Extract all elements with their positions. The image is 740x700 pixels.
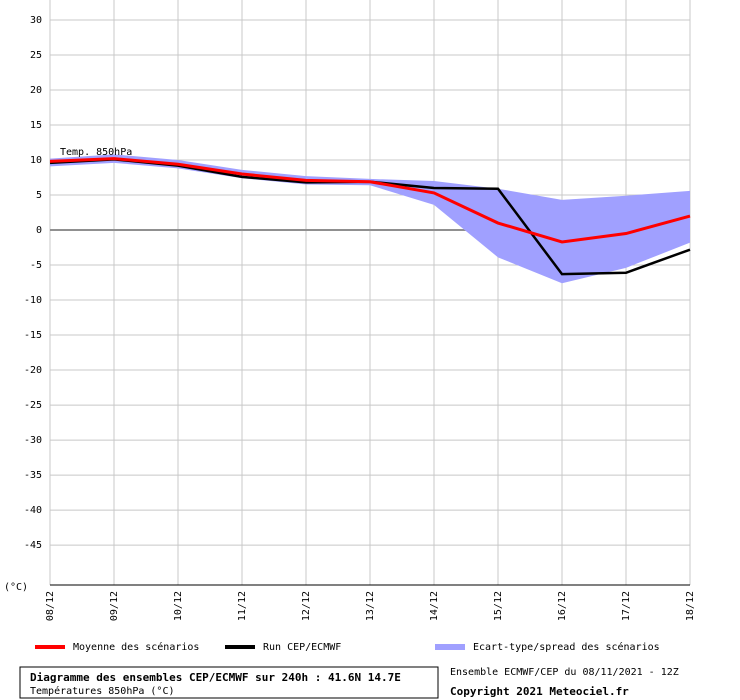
y-axis-label: (°C) (4, 582, 28, 593)
y-tick-label: 0 (36, 225, 42, 236)
x-tick-label: 11/12 (237, 591, 248, 621)
y-tick-label: -20 (24, 365, 42, 376)
x-tick-label: 13/12 (365, 591, 376, 621)
y-tick-label: -40 (24, 505, 42, 516)
x-tick-label: 12/12 (301, 591, 312, 621)
y-tick-label: -45 (24, 540, 42, 551)
x-tick-label: 17/12 (621, 591, 632, 621)
footer-box (19, 666, 439, 699)
annotation: Temp. 850hPa (60, 147, 132, 158)
y-tick-label: -5 (30, 260, 42, 271)
legend-label: Moyenne des scénarios (73, 641, 199, 653)
x-tick-label: 14/12 (429, 591, 440, 621)
footer-run: Ensemble ECMWF/CEP du 08/11/2021 - 12Z (450, 667, 679, 678)
footer-copyright: Copyright 2021 Meteociel.fr (450, 685, 629, 698)
y-tick-label: -30 (24, 435, 42, 446)
spread-area (50, 154, 690, 284)
y-tick-label: -35 (24, 470, 42, 481)
y-tick-label: 30 (30, 15, 42, 26)
x-tick-label: 18/12 (685, 591, 696, 621)
plot (49, 154, 691, 284)
x-tick-label: 10/12 (173, 591, 184, 621)
legend-label: Ecart-type/spread des scénarios (473, 641, 660, 653)
legend-label: Run CEP/ECMWF (263, 642, 341, 653)
x-tick-label: 09/12 (109, 591, 120, 621)
y-tick-label: 20 (30, 85, 42, 96)
y-tick-label: -15 (24, 330, 42, 341)
y-tick-label: 25 (30, 50, 42, 61)
y-tick-label: 5 (36, 190, 42, 201)
series-line (49, 157, 691, 244)
grid (49, 0, 691, 586)
x-tick-label: 16/12 (557, 591, 568, 621)
y-tick-label: 10 (30, 155, 42, 166)
x-tick-label: 08/12 (45, 591, 56, 621)
footer-title: Diagramme des ensembles CEP/ECMWF sur 24… (30, 671, 401, 684)
y-tick-label: -10 (24, 295, 42, 306)
labels: 30 25 20 15 10 5 0 -5 -10 -15 -20 -25 -30 -35 -40 -45 08… (24, 15, 696, 653)
y-tick-label: -25 (24, 400, 42, 411)
footer-subtitle: Températures 850hPa (°C) (30, 685, 175, 697)
y-tick-label: 15 (30, 120, 42, 131)
x-tick-label: 15/12 (493, 591, 504, 621)
